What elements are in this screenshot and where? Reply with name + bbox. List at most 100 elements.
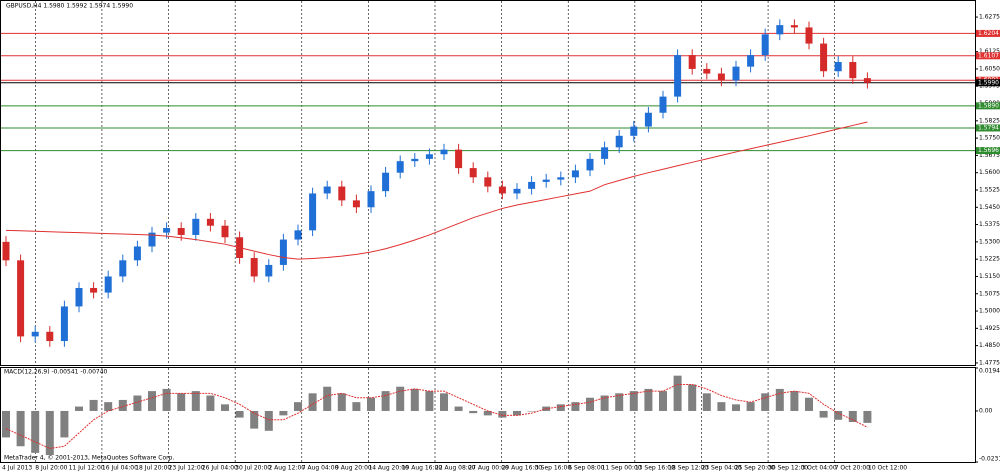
candle-body xyxy=(440,149,448,155)
macd-bar xyxy=(688,384,697,411)
y-tick-label: 1.5375 xyxy=(979,221,1000,228)
candle-body xyxy=(469,168,477,178)
level-label: 1.6107 xyxy=(978,52,999,59)
candle-body xyxy=(863,78,871,83)
candle-body xyxy=(732,66,740,81)
candle-body xyxy=(834,62,842,72)
macd-bar xyxy=(454,406,463,411)
candle-body xyxy=(265,264,273,277)
macd-bar xyxy=(761,393,770,411)
x-tick-label: 9 Aug 20:00 xyxy=(335,465,372,472)
level-label: 1.5696 xyxy=(978,147,999,154)
candle-body xyxy=(309,193,317,231)
macd-bar xyxy=(469,410,478,414)
candle-body xyxy=(163,228,171,233)
x-tick-label: 30 Sep 12:00 xyxy=(768,465,808,472)
y-tick-label: 1.5300 xyxy=(979,238,1000,245)
candle-body xyxy=(659,96,667,113)
footer: MetaTrader 4, © 2001-2013, MetaQuotes So… xyxy=(4,455,174,462)
macd-bar xyxy=(396,386,405,411)
candle-body xyxy=(352,200,360,208)
candle-body xyxy=(396,161,404,173)
macd-bar xyxy=(162,388,171,411)
y-tick-label: 1.5450 xyxy=(979,204,1000,211)
candle-body xyxy=(250,258,258,277)
moving-average xyxy=(5,121,868,260)
macd-bar xyxy=(60,410,69,438)
macd-bar xyxy=(775,388,784,411)
macd-bar xyxy=(381,391,390,411)
candle-body xyxy=(528,181,536,189)
macd-bar xyxy=(527,410,536,412)
macd-bar xyxy=(600,395,609,411)
macd-bar xyxy=(250,410,259,429)
x-tick-label: 29 Aug 16:00 xyxy=(502,465,543,472)
macd-bar xyxy=(717,402,726,411)
x-tick-label: 18 Sep 12:00 xyxy=(668,465,708,472)
macd-bar xyxy=(133,395,142,411)
x-tick-label: 7 Aug 04:00 xyxy=(302,465,339,472)
x-tick-label: 18 Jul 20:00 xyxy=(135,465,171,472)
macd-bar xyxy=(746,402,755,411)
candle-body xyxy=(703,68,711,74)
x-tick-label: 19 Aug 16:00 xyxy=(402,465,443,472)
candle-body xyxy=(221,225,229,238)
y-tick-label: 1.5000 xyxy=(979,308,1000,315)
candle-body xyxy=(790,25,798,28)
x-tick-label: 26 Jul 04:00 xyxy=(202,465,238,472)
macd-bar xyxy=(498,410,507,418)
macd-bar xyxy=(659,391,667,411)
candle-body xyxy=(177,228,185,235)
candle-body xyxy=(542,179,550,182)
macd-bar xyxy=(177,393,186,411)
y-tick-label: 1.5150 xyxy=(979,273,1000,280)
candle-body xyxy=(776,25,784,35)
level-tag xyxy=(976,29,1000,37)
candle-body xyxy=(60,306,68,342)
x-tick-label: 25 Sep 20:00 xyxy=(735,465,775,472)
macd-bar xyxy=(571,402,580,411)
x-tick-label: 22 Aug 08:00 xyxy=(435,465,476,472)
y-tick-label: 1.6125 xyxy=(979,48,1000,55)
candle-body xyxy=(571,170,579,178)
macd-bar xyxy=(805,397,813,411)
level-tag xyxy=(976,147,1000,155)
x-tick-label: 10 Oct 12:00 xyxy=(868,465,907,472)
macd-bar xyxy=(206,395,215,411)
candle-body xyxy=(484,177,492,187)
macd-bar xyxy=(556,404,565,411)
macd-bar xyxy=(323,386,332,411)
macd-bar xyxy=(264,410,273,431)
x-tick-label: 13 Sep 16:00 xyxy=(635,465,675,472)
y-tick-label: 1.5225 xyxy=(979,256,1000,263)
candle-body xyxy=(323,186,331,194)
y-tick-label: 1.5675 xyxy=(979,152,1000,159)
candle-body xyxy=(688,55,696,69)
macd-bar xyxy=(104,402,113,411)
y-tick-label: 1.5600 xyxy=(979,169,1000,176)
candle-body xyxy=(31,331,39,337)
x-tick-label: 23 Sep 04:00 xyxy=(701,465,741,472)
candle-body xyxy=(46,331,54,342)
x-tick-label: 27 Aug 00:00 xyxy=(468,465,509,472)
macd-bar xyxy=(191,391,200,411)
candle-body xyxy=(601,147,609,159)
x-tick-label: 11 Sep 00:00 xyxy=(602,465,642,472)
y-tick-label: 1.5525 xyxy=(979,186,1000,193)
macd-tick-label: -0.02314 xyxy=(979,456,1000,463)
candle-body xyxy=(148,232,156,247)
candle-body xyxy=(294,230,302,240)
x-tick-label: 3 Oct 04:00 xyxy=(801,465,836,472)
candle-body xyxy=(2,241,10,261)
candle-body xyxy=(557,177,565,180)
level-tag xyxy=(976,79,1000,87)
candle-body xyxy=(747,55,755,67)
y-tick-label: 1.5075 xyxy=(979,290,1000,297)
x-tick-label: 6 Sep 08:00 xyxy=(568,465,604,472)
level-tag xyxy=(976,102,1000,110)
x-tick-label: 23 Jul 12:00 xyxy=(169,465,205,472)
y-tick-label: 1.4925 xyxy=(979,325,1000,332)
macd-bar xyxy=(410,388,419,411)
macd-bar xyxy=(308,393,317,411)
level-label: 1.5890 xyxy=(978,102,999,109)
